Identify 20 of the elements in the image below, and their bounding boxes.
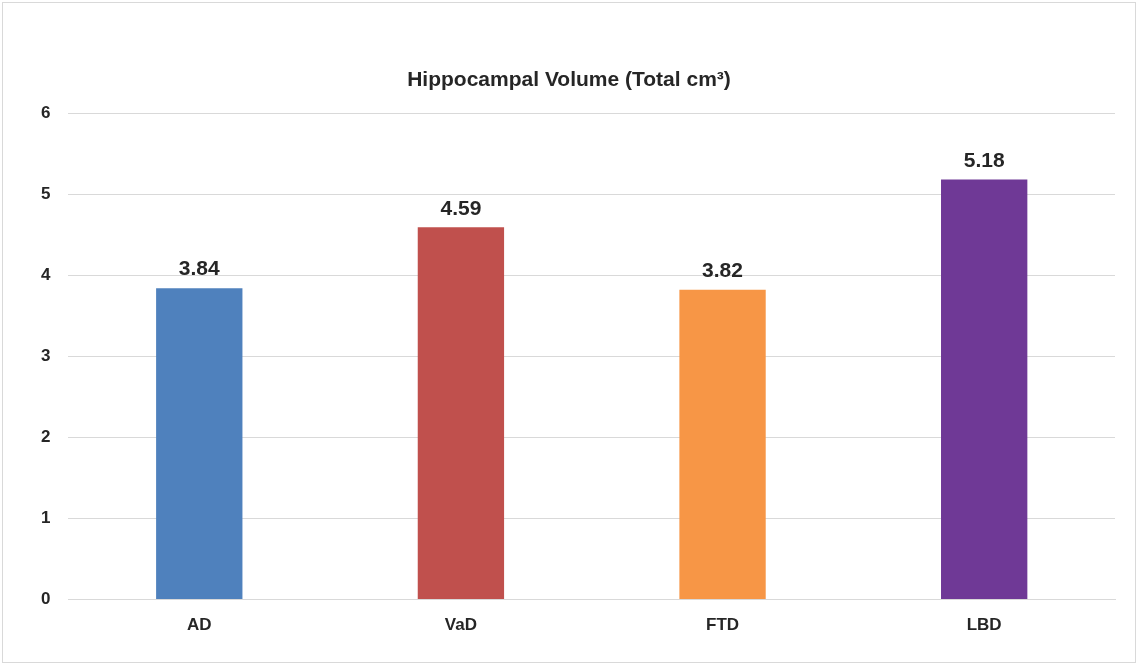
- y-tick-label: 3: [40, 345, 51, 365]
- y-tick-label: 4: [40, 264, 51, 284]
- bar: [156, 288, 243, 600]
- y-tick-label: 2: [40, 427, 51, 447]
- x-tick-label: VaD: [444, 615, 477, 635]
- data-label: 4.59: [440, 195, 482, 219]
- data-label: 5.18: [963, 147, 1005, 171]
- bar: [941, 179, 1028, 600]
- y-tick-label: 0: [40, 589, 51, 609]
- x-tick-label: AD: [186, 615, 212, 635]
- data-label: 3.84: [178, 256, 221, 280]
- x-tick-label: LBD: [966, 615, 1002, 635]
- data-label: 3.82: [702, 258, 743, 282]
- x-tick-label: FTD: [706, 615, 740, 635]
- y-tick-label: 5: [40, 183, 51, 203]
- y-tick-label: 1: [40, 508, 51, 528]
- bar: [679, 289, 766, 600]
- y-tick-label: 6: [40, 102, 51, 122]
- bar: [417, 227, 505, 600]
- chart-title: Hippocampal Volume (Total cm³): [406, 67, 732, 91]
